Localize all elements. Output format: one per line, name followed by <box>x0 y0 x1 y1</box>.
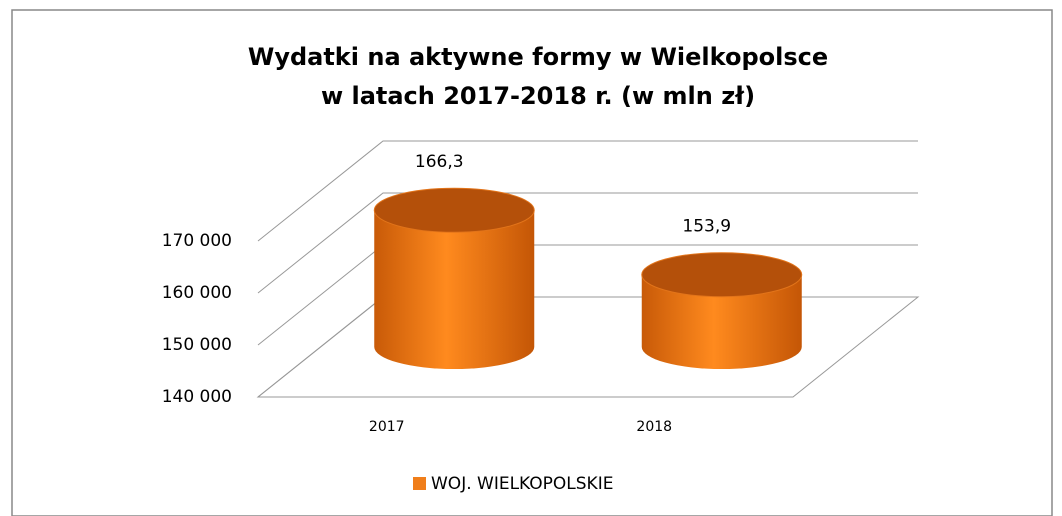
data-label: 166,3 <box>415 152 464 172</box>
y-tick-label: 170 000 <box>162 231 232 251</box>
cylinder-top <box>373 187 535 233</box>
grid-line <box>257 140 918 242</box>
chart-title: w latach 2017-2018 r. (w mln zł) <box>321 82 755 110</box>
grid-line <box>257 192 918 294</box>
legend-label: WOJ. WIELKOPOLSKIE <box>431 474 613 494</box>
cylinder <box>641 274 802 369</box>
y-tick-label: 140 000 <box>162 387 232 407</box>
cylinder-top <box>641 252 803 298</box>
y-tick-label: 160 000 <box>162 283 232 303</box>
data-label: 153,9 <box>682 217 731 237</box>
x-tick-label: 2017 <box>369 419 405 435</box>
legend-swatch <box>413 477 426 490</box>
chart-title: Wydatki na aktywne formy w Wielkopolsce <box>248 43 828 71</box>
cylinder <box>374 210 535 369</box>
y-tick-label: 150 000 <box>162 335 232 355</box>
x-tick-label: 2018 <box>636 419 672 435</box>
